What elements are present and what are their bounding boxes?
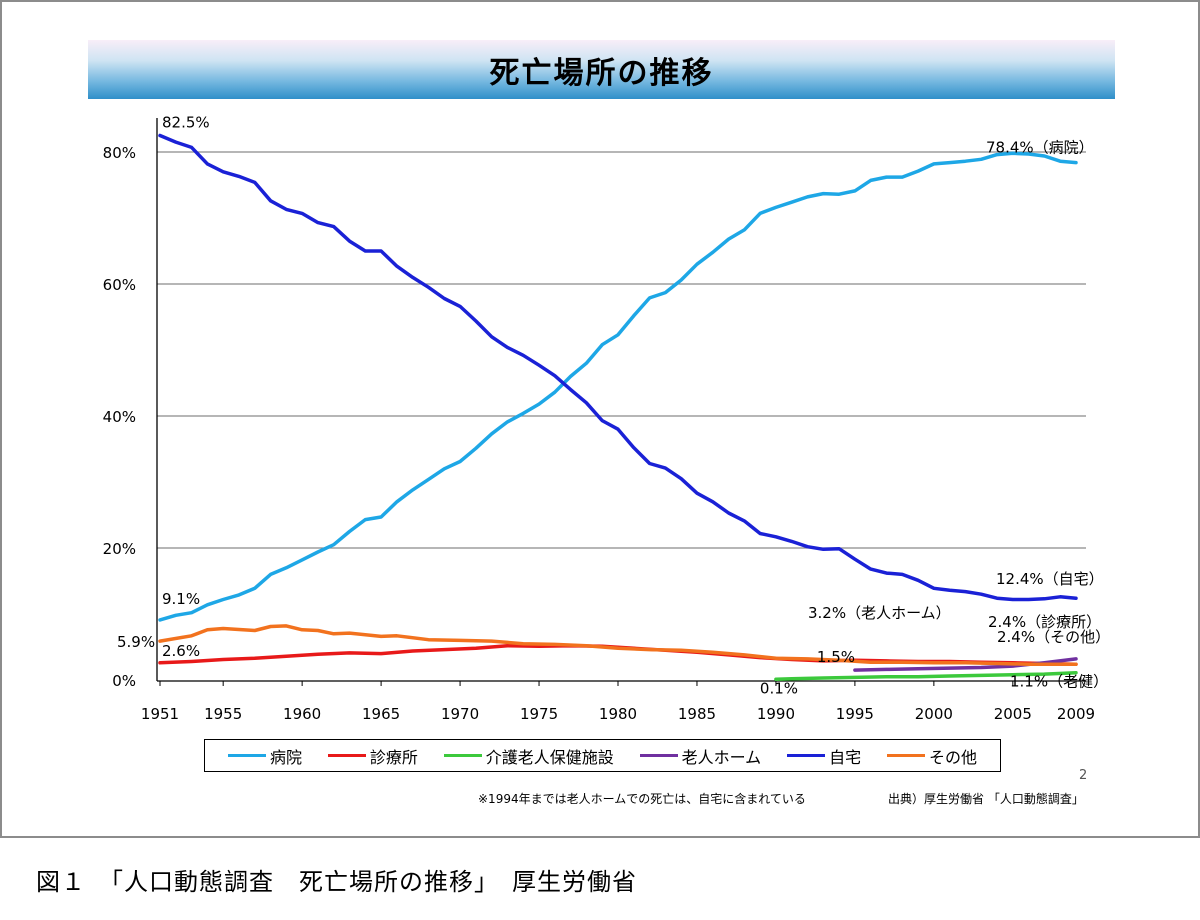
series-line bbox=[774, 670, 1078, 682]
x-tick-label: 2005 bbox=[994, 705, 1032, 723]
series-line bbox=[158, 624, 1078, 666]
slide-frame: 死亡場所の推移 bbox=[0, 0, 1200, 838]
legend-label: 自宅 bbox=[829, 747, 862, 767]
x-tick-label: 1951 bbox=[141, 705, 179, 723]
data-label: 5.9% bbox=[117, 633, 155, 651]
data-label: 0.1% bbox=[760, 679, 798, 697]
legend-label: 老人ホーム bbox=[681, 747, 762, 767]
series-line bbox=[158, 133, 1078, 602]
axes: 0% 20% 40% 60% 80% 1951 1955 1960 1965 1970 1975 19… bbox=[103, 118, 1095, 723]
annotation-labels: 82.5% 78.4%（病院） 9.1% 5.9% 2.6% 12.4%（自宅） 3.2%（… bbox=[117, 114, 1110, 698]
legend-item: 診療所 bbox=[327, 744, 418, 768]
legend: 病院 診療所 介護老人保健施設 老人ホーム 自宅 その他 bbox=[204, 739, 1001, 772]
legend-swatch bbox=[227, 754, 266, 757]
legend-label: 病院 bbox=[269, 747, 302, 767]
grid-lines bbox=[157, 151, 1086, 549]
y-tick-label: 20% bbox=[103, 540, 136, 558]
x-tick-label: 2009 bbox=[1057, 705, 1095, 723]
series-line bbox=[158, 151, 1078, 622]
data-label: 2.4%（その他） bbox=[997, 628, 1110, 646]
legend-swatch bbox=[639, 754, 678, 757]
data-label: 3.2%（老人ホーム） bbox=[808, 604, 951, 622]
legend-label: 診療所 bbox=[369, 747, 418, 767]
title-banner: 死亡場所の推移 bbox=[88, 40, 1115, 99]
y-tick-label: 60% bbox=[103, 276, 136, 294]
data-label: 9.1% bbox=[162, 590, 200, 608]
legend-item: 介護老人保健施設 bbox=[443, 744, 614, 768]
legend-item: 自宅 bbox=[787, 744, 861, 768]
legend-label: その他 bbox=[928, 747, 977, 767]
legend-swatch bbox=[327, 754, 366, 757]
data-label: 82.5% bbox=[162, 114, 210, 132]
source-note: 出典）厚生労働省 「人口動態調査」 bbox=[888, 792, 1084, 806]
x-tick-label: 1980 bbox=[599, 705, 637, 723]
legend-swatch bbox=[886, 754, 925, 757]
data-label: 1.1%（老健） bbox=[1010, 673, 1108, 691]
x-tick-label: 1990 bbox=[757, 705, 795, 723]
page-number: 2 bbox=[1079, 768, 1088, 783]
x-tick-label: 1995 bbox=[836, 705, 874, 723]
series-lines bbox=[158, 133, 1078, 682]
x-tick-label: 1985 bbox=[678, 705, 716, 723]
slide-title: 死亡場所の推移 bbox=[489, 55, 714, 91]
x-tick-label: 1955 bbox=[204, 705, 242, 723]
x-tick-label: 1965 bbox=[362, 705, 400, 723]
x-tick-label: 1960 bbox=[283, 705, 321, 723]
legend-item: 老人ホーム bbox=[639, 744, 762, 768]
legend-item: 病院 bbox=[227, 744, 302, 768]
y-tick-label: 40% bbox=[103, 408, 136, 426]
figure-caption: 図１ 「人口動態調査 死亡場所の推移」 厚生労働省 bbox=[36, 868, 637, 896]
data-label: 2.6% bbox=[162, 642, 200, 660]
data-label: 12.4%（自宅） bbox=[996, 570, 1104, 588]
data-label: 2.4%（診療所） bbox=[988, 613, 1101, 631]
data-label: 1.5% bbox=[817, 648, 855, 666]
y-tick-label: 0% bbox=[112, 672, 136, 690]
footnote: ※1994年までは老人ホームでの死亡は、自宅に含まれている bbox=[478, 792, 806, 806]
legend-swatch bbox=[443, 754, 482, 757]
legend-label: 介護老人保健施設 bbox=[485, 747, 614, 767]
y-tick-label: 80% bbox=[103, 144, 136, 162]
x-tick-label: 1970 bbox=[441, 705, 479, 723]
x-tick-label: 1975 bbox=[520, 705, 558, 723]
x-tick-label: 2000 bbox=[915, 705, 953, 723]
legend-swatch bbox=[787, 754, 826, 757]
data-label: 78.4%（病院） bbox=[986, 139, 1094, 157]
legend-item: その他 bbox=[886, 744, 977, 768]
